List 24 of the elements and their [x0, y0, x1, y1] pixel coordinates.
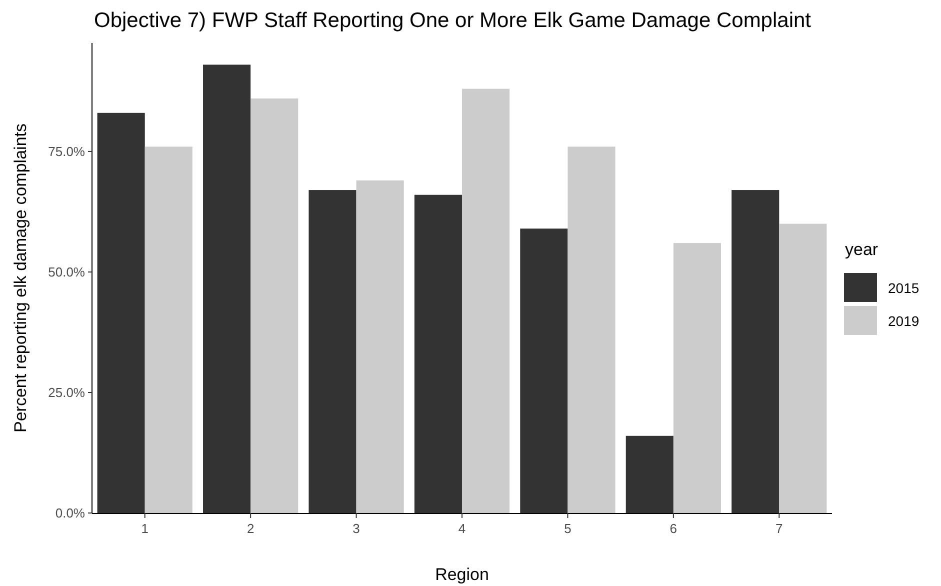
bar — [673, 243, 721, 513]
y-tick-label: 25.0% — [48, 385, 86, 400]
legend-label: 2015 — [888, 280, 920, 296]
y-tick-label: 50.0% — [48, 264, 86, 280]
bar — [144, 146, 192, 513]
x-tick-label: 7 — [776, 521, 783, 536]
legend-title: year — [845, 240, 878, 259]
legend-label: 2019 — [888, 312, 920, 329]
x-tick-label: 6 — [670, 521, 678, 536]
x-tick-label: 4 — [458, 521, 466, 536]
y-axis-title: Percent reporting elk damage complaints — [11, 124, 30, 432]
bar — [356, 180, 404, 513]
x-tick-label: 1 — [141, 521, 148, 536]
bar — [250, 98, 298, 513]
x-tick-label: 3 — [352, 521, 360, 536]
x-tick-label: 2 — [246, 521, 254, 536]
bar — [779, 224, 827, 513]
y-tick-label: 0.0% — [55, 506, 86, 521]
chart-title: Objective 7) FWP Staff Reporting One or More Elk Game Damage Complaint — [94, 9, 812, 32]
x-axis-title: Region — [435, 565, 489, 584]
y-tick-label: 75.0% — [48, 144, 86, 160]
x-tick-label: 5 — [564, 521, 572, 536]
bar — [568, 146, 616, 513]
bar — [462, 88, 510, 513]
